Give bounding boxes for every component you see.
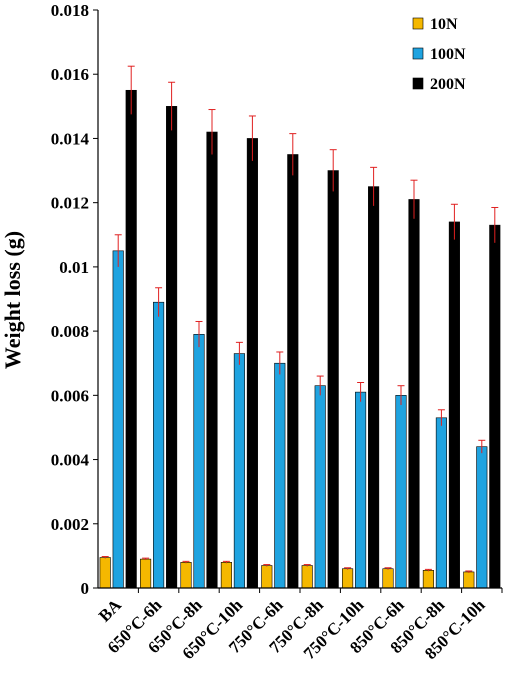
bar-10n-6 [342,568,354,589]
bar-200n-7 [408,199,420,589]
legend-label-200n: 200N [430,76,466,93]
chart-legend: 10N 100N 200N [412,16,466,93]
bar-10n-4 [261,565,273,589]
y-tick-label: 0 [81,579,90,598]
bar-200n-5 [327,170,339,589]
legend-swatch-200n [412,77,424,90]
y-tick-label: 0.01 [59,258,89,277]
legend-swatch-100n [412,47,424,60]
bar-10n-5 [301,565,313,589]
bar-10n-9 [463,571,475,589]
bar-100n-2 [193,334,205,589]
y-axis-label: Weight loss (g) [0,231,25,369]
bar-100n-0 [112,250,124,589]
legend-label-10n: 10N [430,16,458,33]
bar-10n-2 [180,562,192,589]
bar-200n-2 [206,131,218,589]
bar-10n-8 [422,570,434,589]
bar-100n-7 [395,395,407,589]
bar-100n-4 [274,362,286,589]
bar-200n-8 [448,221,460,589]
bar-100n-5 [314,385,326,589]
bar-100n-1 [153,301,165,589]
bar-200n-0 [125,89,137,589]
y-tick-label: 0.004 [51,451,90,470]
y-tick-label: 0.014 [51,129,90,148]
y-tick-label: 0.016 [51,65,89,84]
bar-200n-1 [166,106,178,589]
bar-100n-8 [435,417,447,589]
bar-200n-4 [287,154,299,589]
bar-10n-0 [99,557,111,589]
y-tick-label: 0.006 [51,386,89,405]
x-tick-label: BA [95,595,126,626]
legend-swatch-10n [412,17,424,30]
bar-100n-9 [476,446,488,589]
chart-marks [99,65,501,589]
bar-100n-3 [233,353,245,589]
bar-10n-1 [140,558,152,589]
bar-200n-6 [368,186,380,589]
bar-100n-6 [355,391,367,589]
y-tick-label: 0.018 [51,1,89,20]
y-tick-label: 0.008 [51,322,89,341]
bar-200n-9 [489,224,501,589]
bar-200n-3 [246,138,258,589]
bar-10n-3 [220,562,232,589]
y-tick-label: 0.002 [51,515,89,534]
y-tick-label: 0.012 [51,194,89,213]
legend-label-100n: 100N [430,46,466,63]
bar-10n-7 [382,568,394,589]
